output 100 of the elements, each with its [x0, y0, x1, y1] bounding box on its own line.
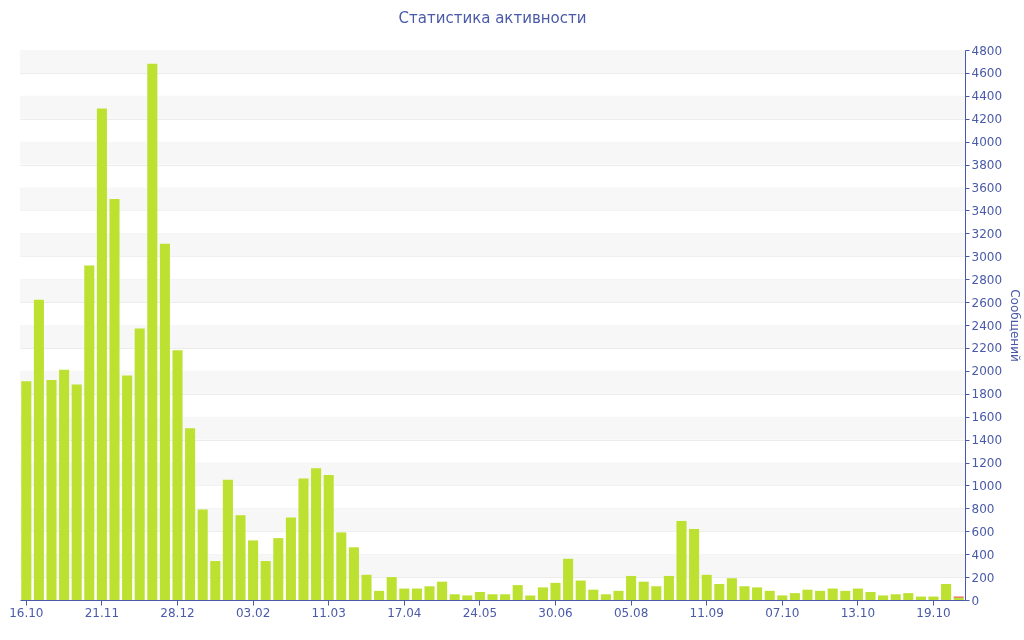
bar	[852, 588, 863, 600]
bar	[714, 583, 725, 600]
bar	[185, 428, 196, 600]
y-tick-label: 1400	[971, 433, 1003, 448]
x-tick-label: 16.10	[9, 605, 44, 620]
y-tick-label: 4800	[971, 43, 1003, 58]
bar	[600, 594, 611, 600]
bar	[500, 594, 511, 600]
bar	[588, 589, 599, 600]
bar	[663, 575, 674, 600]
y-tick-label: 400	[971, 547, 995, 562]
y-tick-label: 2000	[971, 364, 1003, 379]
bar	[701, 574, 712, 600]
bar	[764, 590, 775, 600]
bar	[273, 538, 284, 600]
bar	[815, 590, 826, 600]
y-tick-label: 4400	[971, 89, 1003, 104]
bar	[361, 574, 372, 600]
y-tick-label: 600	[971, 524, 995, 539]
bar	[638, 581, 649, 600]
bar	[109, 198, 120, 600]
y-tick-label: 3200	[971, 226, 1003, 241]
bar	[563, 558, 574, 600]
x-tick-label: 03.02	[235, 605, 271, 620]
y-tick-label: 1600	[971, 410, 1003, 425]
bar	[840, 590, 851, 600]
x-tick-label: 19.10	[916, 605, 951, 620]
bar	[210, 561, 221, 600]
bar	[122, 375, 133, 600]
y-tick-label: 4600	[971, 66, 1003, 81]
bar	[676, 520, 687, 600]
bar	[399, 588, 410, 600]
bar	[437, 581, 448, 600]
bar	[626, 575, 637, 600]
bar	[21, 381, 32, 600]
bar	[147, 63, 158, 600]
y-tick-label: 3400	[971, 203, 1003, 218]
bar	[311, 468, 322, 600]
bar	[487, 594, 498, 600]
bar	[726, 578, 737, 600]
bar	[752, 587, 763, 600]
bar	[260, 561, 271, 600]
y-tick-label: 4000	[971, 135, 1003, 150]
bar	[802, 589, 813, 600]
bar	[941, 583, 952, 600]
x-tick-label: 11.09	[689, 605, 724, 620]
bar	[96, 108, 107, 600]
bar	[248, 540, 259, 600]
bar	[134, 328, 145, 600]
bar	[689, 528, 700, 600]
x-tick-label: 07.10	[765, 605, 800, 620]
y-tick-label: 1000	[971, 478, 1003, 493]
chart-title: Статистика активности	[398, 9, 587, 27]
bar	[575, 580, 586, 600]
bar	[59, 369, 70, 600]
bar	[84, 265, 95, 600]
bar	[323, 475, 334, 600]
y-tick-label: 1200	[971, 456, 1003, 470]
bar	[903, 593, 914, 600]
y-tick-label: 200	[971, 570, 995, 585]
x-tick-label: 17.04	[387, 605, 422, 620]
x-tick-label: 11.03	[311, 605, 346, 620]
bar	[298, 478, 309, 600]
bar	[550, 582, 561, 600]
bar	[285, 517, 296, 600]
y-tick-label: 2200	[971, 341, 1003, 356]
x-tick-label: 30.06	[538, 605, 573, 620]
bar	[336, 532, 347, 600]
bar	[411, 588, 422, 600]
bar	[537, 587, 548, 600]
bar	[71, 384, 82, 600]
bar	[33, 299, 44, 600]
bar	[449, 594, 460, 600]
y-tick-label: 2800	[971, 272, 1003, 287]
x-tick-label: 05.08	[613, 605, 649, 620]
y-tick-label: 800	[971, 501, 995, 516]
x-tick-label: 21.11	[84, 605, 120, 620]
bar	[424, 586, 435, 600]
y-tick-label: 4200	[971, 112, 1003, 127]
bar	[197, 509, 208, 600]
bar	[928, 596, 939, 600]
bar	[890, 594, 901, 600]
bar	[172, 350, 183, 600]
bar	[474, 591, 485, 600]
bar	[222, 479, 233, 600]
y-axis-title: Сообщений	[1008, 289, 1023, 362]
x-tick-label: 13.10	[840, 605, 876, 620]
y-tick-label: 2400	[971, 318, 1003, 333]
y-tick-label: 1800	[971, 387, 1003, 402]
y-tick-label: 3000	[971, 249, 1003, 264]
x-tick-label: 28.12	[160, 605, 195, 620]
y-tick-label: 0	[971, 593, 980, 608]
y-tick-label: 2600	[971, 295, 1003, 310]
bar	[613, 590, 624, 600]
bar	[651, 586, 662, 600]
bar	[525, 595, 536, 600]
bar	[159, 243, 170, 600]
bar	[348, 547, 359, 600]
bar	[386, 577, 397, 600]
bar	[777, 595, 788, 600]
